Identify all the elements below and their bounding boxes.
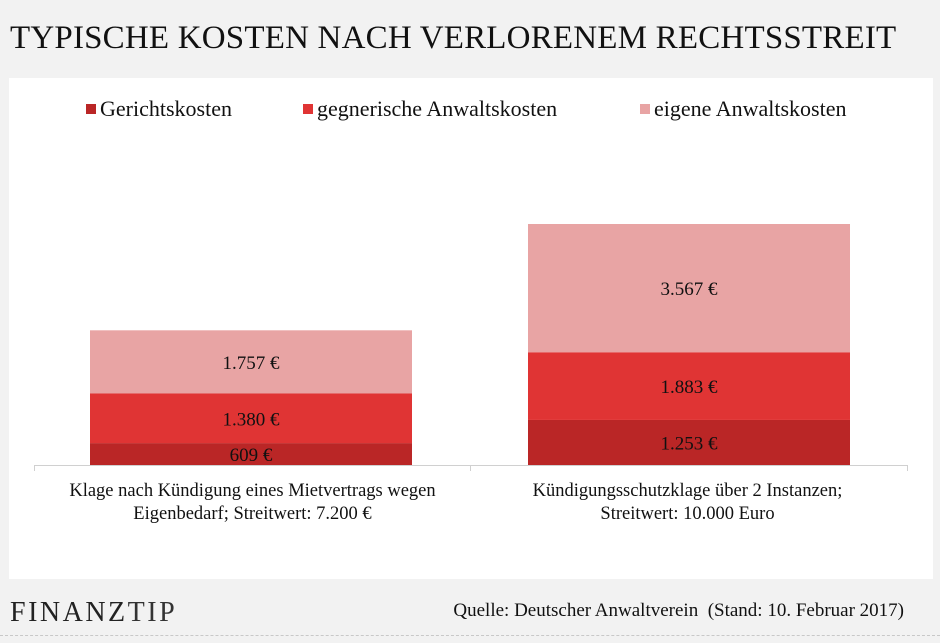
bar-gegnerische-1 (90, 393, 412, 444)
bar-gerichtskosten-2 (528, 419, 850, 465)
chart-title: TYPISCHE KOSTEN NACH VERLORENEM RECHTSST… (10, 20, 897, 56)
chart-legend: Gerichtskosten gegnerische Anwaltskosten… (0, 96, 940, 122)
data-label-eigene-1: 1.757 € (223, 353, 281, 374)
legend-label-gerichtskosten: Gerichtskosten (100, 96, 232, 121)
legend-label-eigene: eigene Anwaltskosten (654, 96, 847, 121)
legend-swatch-gegnerische (303, 104, 313, 114)
data-label-eigene-2: 3.567 € (661, 279, 719, 300)
data-label-gerichtskosten-2: 1.253 € (661, 433, 719, 454)
category-label-2: Kündigungsschutzklage über 2 Instanzen; … (455, 480, 920, 526)
category-label-1: Klage nach Kündigung eines Mietvertrags … (20, 480, 485, 526)
legend-swatch-gerichtskosten (86, 104, 96, 114)
data-label-gegnerische-2: 1.883 € (661, 377, 719, 398)
source-note: Quelle: Deutscher Anwaltverein (Stand: 1… (453, 600, 904, 621)
finanztip-logo: FINANZTIP (10, 597, 177, 629)
footer-divider (0, 635, 940, 636)
legend-label-gegnerische: gegnerische Anwaltskosten (317, 96, 558, 121)
bar-eigene-2 (528, 224, 850, 353)
category-label-2-line-2: Streitwert: 10.000 Euro (600, 504, 775, 524)
logo-part-finanz: FINANZ (10, 597, 128, 628)
data-label-gerichtskosten-1: 609 € (230, 445, 273, 466)
logo-part-tip: TIP (127, 597, 178, 628)
category-label-1-line-2: Eigenbedarf; Streitwert: 7.200 € (133, 504, 372, 524)
data-label-gegnerische-1: 1.380 € (223, 409, 281, 430)
bar-eigene-1 (90, 330, 412, 394)
category-label-2-line-1: Kündigungsschutzklage über 2 Instanzen; (532, 481, 843, 501)
bar-gerichtskosten-1 (90, 443, 412, 465)
bar-gegnerische-2 (528, 352, 850, 420)
legend-swatch-eigene (640, 104, 650, 114)
category-label-1-line-1: Klage nach Kündigung eines Mietvertrags … (69, 481, 436, 501)
